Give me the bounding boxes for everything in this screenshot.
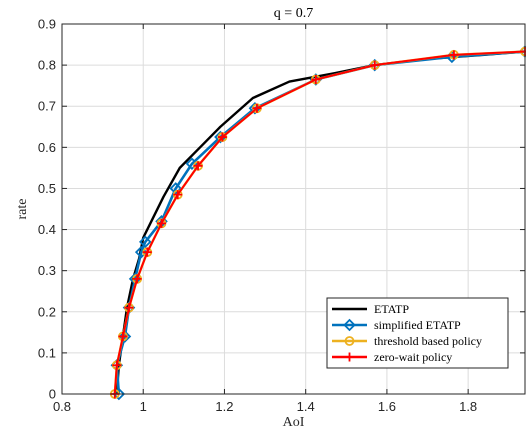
- y-tick-label: 0.1: [38, 345, 56, 360]
- y-tick-label: 0: [49, 387, 56, 402]
- legend-marker: [343, 318, 356, 332]
- data-point: [193, 161, 203, 171]
- data-point: [112, 360, 122, 370]
- legend: ETATP simplified ETATP threshold based pol…: [326, 297, 509, 369]
- y-tick-label: 0.3: [38, 263, 56, 278]
- data-point: [118, 330, 132, 343]
- y-tick-label: 0.7: [38, 99, 56, 114]
- data-point: [138, 235, 152, 249]
- legend-marker: [345, 352, 354, 362]
- ticks: 0.8 1 1.2 1.4 1.6 1.8 0 0.1 0.2 0.3 0.4 0.5 0.6 0.7 0.…: [38, 17, 525, 414]
- y-tick-label: 0.2: [38, 304, 56, 319]
- legend-label: zero-wait policy: [374, 350, 452, 364]
- data-point: [173, 190, 183, 200]
- x-axis-label: AoI: [283, 415, 305, 430]
- legend-label: threshold based policy: [374, 334, 482, 348]
- x-tick-label: 0.8: [53, 399, 71, 414]
- legend-marker: [344, 336, 355, 346]
- data-point: [169, 182, 182, 195]
- x-tick-label: 1.8: [459, 399, 477, 414]
- data-point: [157, 218, 167, 228]
- legend-label: ETATP: [374, 302, 409, 316]
- y-tick-label: 0.8: [38, 58, 56, 73]
- legend-item: threshold based policy: [332, 334, 482, 348]
- x-tick-label: 1.6: [378, 399, 396, 414]
- legend-label: simplified ETATP: [374, 318, 461, 332]
- x-tick-label: 1: [140, 399, 147, 414]
- data-point: [449, 50, 459, 60]
- data-point: [132, 274, 142, 284]
- y-tick-label: 0.6: [38, 140, 56, 155]
- x-tick-label: 1.4: [297, 399, 315, 414]
- y-tick-label: 0.5: [38, 181, 56, 196]
- data-point: [134, 245, 148, 259]
- legend-item: simplified ETATP: [332, 318, 461, 332]
- data-point: [142, 247, 152, 257]
- data-point: [311, 75, 321, 84]
- data-point: [252, 103, 262, 113]
- data-point: [118, 331, 128, 341]
- x-tick-label: 1.2: [215, 399, 233, 414]
- legend-item: zero-wait policy: [332, 350, 452, 364]
- plot-area-border: [61, 23, 526, 395]
- legend-item: ETATP: [332, 302, 409, 316]
- y-tick-label: 0.4: [38, 222, 56, 237]
- data-point: [370, 60, 380, 70]
- data-point: [124, 303, 134, 313]
- y-tick-label: 0.9: [38, 17, 56, 32]
- data-point: [217, 132, 227, 142]
- series-layer: [109, 45, 526, 401]
- chart-title: q = 0.7: [274, 6, 313, 21]
- y-axis-label: rate: [15, 199, 30, 220]
- grid: [61, 23, 525, 395]
